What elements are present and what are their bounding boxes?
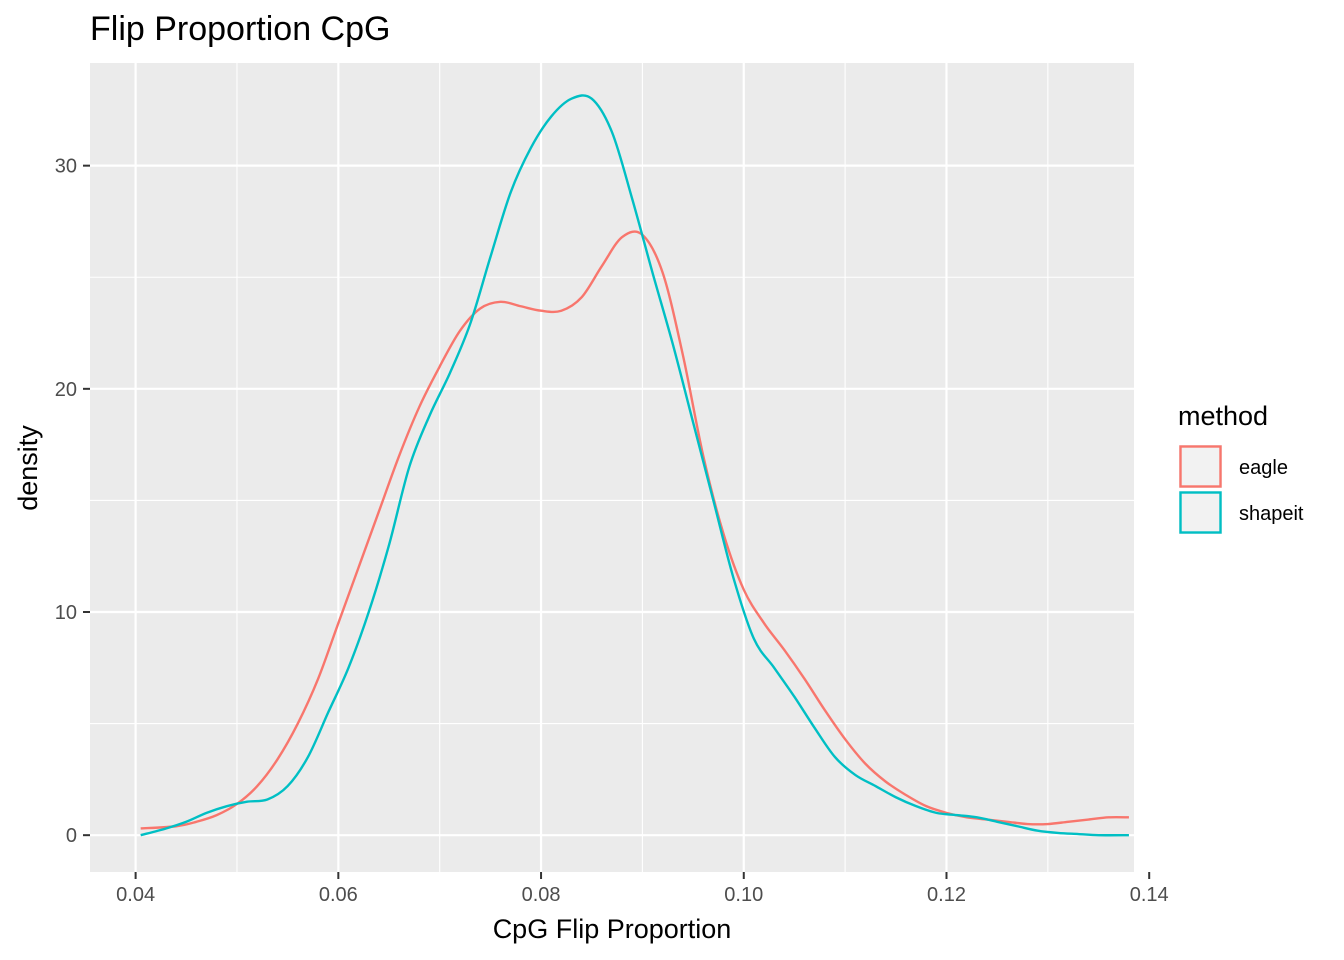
legend-key-bg: [1179, 445, 1222, 488]
legend-label-shapeit: shapeit: [1239, 503, 1304, 525]
y-tick-label: 30: [55, 156, 77, 178]
legend: method eagle shapeit: [1178, 401, 1304, 534]
x-axis-title: CpG Flip Proportion: [493, 914, 732, 944]
y-tick-label: 10: [55, 602, 77, 624]
legend-key-bg: [1179, 491, 1222, 534]
y-axis: 0 10 20 30: [55, 156, 90, 847]
x-tick-label: 0.14: [1130, 884, 1169, 906]
series-layer: [140, 94, 1129, 837]
y-tick-label: 0: [66, 825, 77, 847]
y-axis-title: density: [13, 425, 43, 511]
x-axis: 0.04 0.06 0.08 0.10 0.12 0.14: [116, 872, 1169, 906]
x-tick-label: 0.04: [116, 884, 155, 906]
chart-title: Flip Proportion CpG: [90, 10, 390, 48]
major-gridlines: [90, 63, 1151, 872]
x-tick-label: 0.08: [522, 884, 561, 906]
plot-panel: [90, 63, 1134, 872]
series-line-shapeit: [140, 94, 1129, 837]
y-tick-label: 20: [55, 379, 77, 401]
x-tick-label: 0.10: [724, 884, 763, 906]
legend-item-eagle: eagle: [1179, 445, 1288, 488]
legend-key-shapeit: [1179, 491, 1222, 534]
minor-gridlines: [90, 63, 1134, 872]
x-tick-label: 0.12: [927, 884, 966, 906]
x-tick-label: 0.06: [319, 884, 358, 906]
legend-key-eagle: [1179, 445, 1222, 488]
legend-title: method: [1178, 401, 1268, 431]
legend-item-shapeit: shapeit: [1179, 491, 1304, 534]
series-line-eagle: [140, 230, 1129, 830]
legend-label-eagle: eagle: [1239, 457, 1288, 479]
